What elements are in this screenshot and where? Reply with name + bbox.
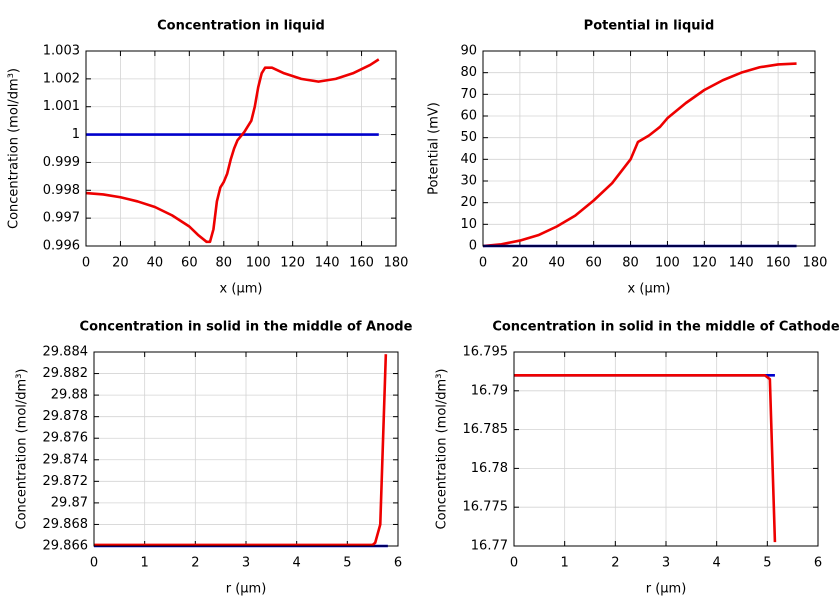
y-tick-label: 29.876 bbox=[43, 431, 89, 446]
y-tick-label: 29.882 bbox=[43, 366, 89, 381]
x-tick-label: 100 bbox=[246, 256, 271, 271]
y-tick-label: 16.79 bbox=[471, 383, 508, 398]
plot-area bbox=[86, 51, 396, 246]
x-tick-label: 0 bbox=[479, 256, 487, 271]
x-axis-label: x (µm) bbox=[220, 282, 263, 297]
y-tick-label: 80 bbox=[460, 65, 477, 80]
plot-frame bbox=[85, 50, 397, 247]
y-tick-label: 0 bbox=[469, 239, 477, 254]
x-tick-label: 1 bbox=[561, 556, 569, 571]
y-tick-label: 29.884 bbox=[43, 345, 89, 360]
x-tick-label: 60 bbox=[585, 256, 602, 271]
x-tick-label: 80 bbox=[216, 256, 233, 271]
plot-frame bbox=[482, 50, 816, 247]
y-tick-label: 0.998 bbox=[43, 183, 80, 198]
y-tick-label: 16.775 bbox=[463, 500, 509, 515]
y-tick-label: 29.868 bbox=[43, 517, 89, 532]
plot-frame bbox=[513, 351, 819, 547]
y-tick-label: 16.78 bbox=[471, 461, 508, 476]
x-tick-label: 2 bbox=[191, 556, 199, 571]
x-tick-label: 160 bbox=[766, 256, 791, 271]
x-tick-label: 5 bbox=[763, 556, 771, 571]
y-tick-label: 1 bbox=[72, 127, 80, 142]
y-tick-label: 29.88 bbox=[51, 388, 88, 403]
chart-title: Potential in liquid bbox=[584, 19, 715, 34]
x-tick-label: 1 bbox=[141, 556, 149, 571]
x-tick-label: 6 bbox=[394, 556, 402, 571]
x-tick-label: 5 bbox=[343, 556, 351, 571]
plot-frame bbox=[93, 351, 399, 547]
x-tick-label: 2 bbox=[611, 556, 619, 571]
y-tick-label: 1.001 bbox=[43, 99, 80, 114]
y-axis-label: Concentration (mol/dm³) bbox=[15, 369, 30, 530]
y-tick-label: 1.003 bbox=[43, 44, 80, 59]
x-tick-label: 4 bbox=[293, 556, 301, 571]
x-tick-label: 180 bbox=[384, 256, 409, 271]
y-tick-label: 29.874 bbox=[43, 452, 89, 467]
y-tick-label: 10 bbox=[460, 217, 477, 232]
x-axis-label: x (µm) bbox=[628, 282, 671, 297]
chart-title: Concentration in liquid bbox=[157, 19, 325, 34]
x-tick-label: 120 bbox=[280, 256, 305, 271]
x-tick-label: 3 bbox=[662, 556, 670, 571]
x-tick-label: 60 bbox=[181, 256, 198, 271]
y-tick-label: 40 bbox=[460, 152, 477, 167]
x-tick-label: 140 bbox=[315, 256, 340, 271]
y-axis-label: Concentration (mol/dm³) bbox=[435, 369, 450, 530]
y-tick-label: 29.866 bbox=[43, 539, 89, 554]
y-axis-label: Concentration (mol/dm³) bbox=[7, 68, 22, 229]
x-tick-label: 3 bbox=[242, 556, 250, 571]
x-tick-label: 140 bbox=[729, 256, 754, 271]
x-tick-label: 6 bbox=[814, 556, 822, 571]
y-axis-label: Potential (mV) bbox=[427, 102, 442, 195]
y-tick-label: 30 bbox=[460, 174, 477, 189]
y-tick-label: 20 bbox=[460, 195, 477, 210]
y-tick-label: 0.996 bbox=[43, 239, 80, 254]
x-tick-label: 160 bbox=[349, 256, 374, 271]
x-tick-label: 120 bbox=[692, 256, 717, 271]
x-tick-label: 20 bbox=[512, 256, 529, 271]
line bbox=[514, 373, 777, 543]
y-tick-label: 29.878 bbox=[43, 409, 89, 424]
x-axis-label: r (µm) bbox=[226, 582, 267, 597]
x-tick-label: 40 bbox=[549, 256, 566, 271]
line bbox=[482, 62, 797, 248]
line bbox=[85, 58, 380, 244]
x-axis-label: r (µm) bbox=[646, 582, 687, 597]
y-tick-label: 50 bbox=[460, 130, 477, 145]
line bbox=[94, 354, 388, 547]
x-tick-label: 80 bbox=[622, 256, 639, 271]
y-tick-label: 90 bbox=[460, 44, 477, 59]
y-tick-label: 0.999 bbox=[43, 155, 80, 170]
chart-title: Concentration in solid in the middle of … bbox=[80, 320, 413, 335]
x-tick-label: 100 bbox=[655, 256, 680, 271]
x-tick-label: 4 bbox=[713, 556, 721, 571]
x-tick-label: 180 bbox=[803, 256, 828, 271]
y-tick-label: 1.002 bbox=[43, 71, 80, 86]
x-tick-label: 0 bbox=[510, 556, 518, 571]
x-tick-label: 40 bbox=[147, 256, 164, 271]
plot-area bbox=[483, 51, 815, 246]
x-tick-label: 0 bbox=[82, 256, 90, 271]
y-tick-label: 0.997 bbox=[43, 211, 80, 226]
y-tick-label: 16.795 bbox=[463, 345, 509, 360]
y-tick-label: 16.785 bbox=[463, 422, 509, 437]
y-tick-label: 29.872 bbox=[43, 474, 89, 489]
y-tick-label: 29.87 bbox=[51, 495, 88, 510]
y-tick-label: 60 bbox=[460, 109, 477, 124]
x-tick-label: 20 bbox=[112, 256, 129, 271]
chart-title: Concentration in solid in the middle of … bbox=[492, 320, 840, 335]
x-tick-label: 0 bbox=[90, 556, 98, 571]
y-tick-label: 70 bbox=[460, 87, 477, 102]
y-tick-label: 16.77 bbox=[471, 539, 508, 554]
